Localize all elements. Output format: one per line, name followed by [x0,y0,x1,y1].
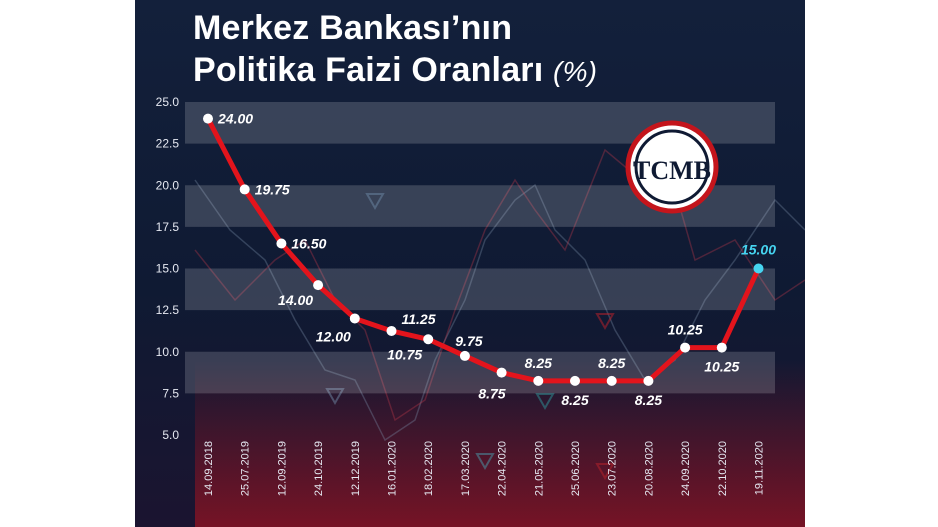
x-tick-label: 24.10.2019 [313,441,325,496]
decorative-triangle-icon [475,453,495,471]
decorative-triangle-icon [595,463,615,481]
x-tick-label: 20.08.2020 [643,441,655,496]
data-label: 19.75 [255,181,290,197]
data-point [680,342,691,353]
y-tick-label: 7.5 [162,386,179,400]
data-point [533,375,544,386]
data-point [570,375,580,386]
data-label: 8.25 [598,355,625,371]
data-point [423,334,434,345]
data-label: 8.75 [478,386,505,402]
x-tick-label: 22.10.2020 [717,441,729,496]
grid-band [185,268,775,311]
data-label: 12.00 [316,328,351,344]
x-tick-label: 24.09.2020 [680,441,692,496]
data-point-highlight [753,263,764,274]
x-tick-label: 16.01.2020 [387,441,399,496]
data-label: 14.00 [278,292,313,308]
x-axis: 14.09.2018 25.07.2019 12.09.2019 24.10.2019… [203,441,766,496]
data-point [313,280,324,291]
red-glow [195,360,805,527]
data-point [349,313,360,324]
x-tick-label: 19.11.2020 [754,441,766,495]
data-labels: 24.00 19.75 16.50 14.00 12.00 11.25 10.75 9.75 8… [217,111,776,408]
y-axis: 5.0 7.5 10.0 12.5 15.0 17.5 20.0 22.5 25.0 [156,95,180,442]
series-line [205,116,761,384]
chart-plot: 5.0 7.5 10.0 12.5 15.0 17.5 20.0 22.5 25.0 14.09… [156,95,805,527]
x-tick-label: 12.09.2019 [276,441,288,496]
tcmb-logo-text: TCMB [633,156,711,185]
data-point [203,113,213,124]
y-tick-label: 22.5 [156,137,180,151]
data-label: 8.25 [561,392,588,408]
data-point [643,375,654,386]
y-tick-label: 12.5 [156,303,180,317]
rate-series [205,116,761,384]
decorative-triangle-icon [365,193,385,211]
data-label: 8.25 [635,392,662,408]
y-tick-label: 20.0 [156,178,180,192]
decorative-line-red [194,148,805,422]
x-tick-label: 17.03.2020 [460,441,472,496]
data-point [239,184,250,195]
grid-band [185,351,775,394]
data-label: 24.00 [217,111,253,127]
data-label: 9.75 [455,333,482,349]
x-tick-label: 14.09.2018 [203,441,215,496]
data-points [203,113,764,386]
data-label: 10.25 [704,359,739,375]
data-point [716,342,727,353]
decorative-triangle-icon [535,393,555,411]
y-tick-label: 15.0 [156,262,180,276]
data-point [386,325,397,336]
data-label: 8.25 [525,355,552,371]
data-point [496,367,507,378]
x-tick-label: 12.12.2019 [350,441,362,496]
title-unit: (%) [553,56,598,87]
chart-panel: 5.0 7.5 10.0 12.5 15.0 17.5 20.0 22.5 25.0 14.09… [135,0,805,527]
data-label: 10.75 [387,346,422,362]
data-label: 10.25 [668,322,703,338]
data-label: 16.50 [291,236,326,252]
y-tick-label: 17.5 [156,220,180,234]
data-point [459,350,470,361]
data-point [276,238,287,249]
y-tick-label: 10.0 [156,345,180,359]
x-tick-label: 18.02.2020 [423,441,435,496]
chart-title-line1: Merkez Bankası’nın [193,8,512,48]
tcmb-logo: TCMB [625,120,719,214]
decorative-triangle-icon [595,313,615,331]
x-tick-label: 25.06.2020 [570,441,582,496]
chart-title-line2: Politika Faizi Oranları (%) [193,50,597,92]
y-tick-label: 5.0 [162,428,179,442]
data-point [606,375,617,386]
x-tick-label: 25.07.2019 [240,441,252,496]
title-line2-text: Politika Faizi Oranları [193,51,544,89]
x-tick-label: 23.07.2020 [607,441,619,496]
decorative-line-grey [194,179,805,442]
y-tick-label: 25.0 [156,95,180,109]
data-label: 15.00 [741,242,776,258]
background-decoration [194,148,805,527]
x-tick-label: 22.04.2020 [497,441,509,496]
x-tick-label: 21.05.2020 [533,441,545,496]
data-label: 11.25 [402,311,436,327]
decorative-triangle-icon [325,388,345,406]
title-line1-text: Merkez Bankası’nın [193,9,513,47]
